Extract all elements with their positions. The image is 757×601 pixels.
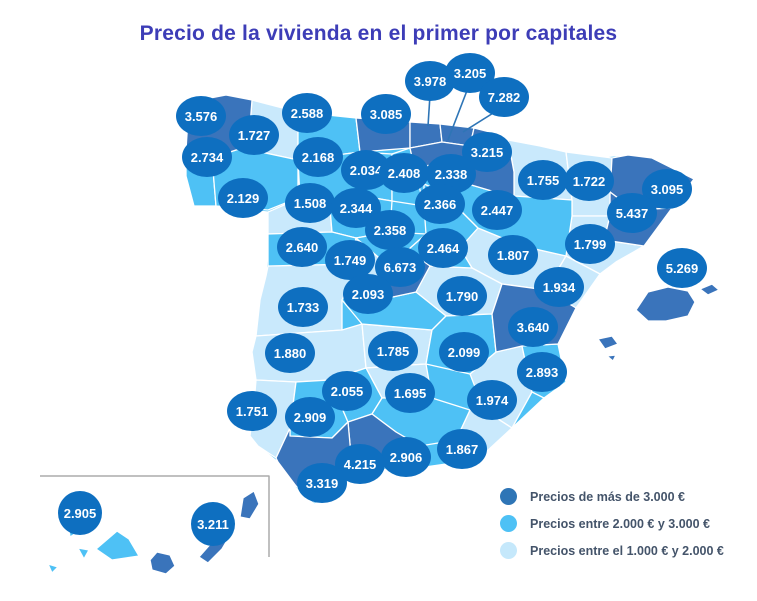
price-badge: 1.722 [564,161,614,201]
price-badge: 1.974 [467,380,517,420]
price-badge: 2.358 [365,210,415,250]
callout-line [447,87,469,141]
price-badge: 2.447 [472,190,522,230]
price-badge: 1.790 [437,276,487,316]
price-badge: 2.464 [418,228,468,268]
price-badge: 2.893 [517,352,567,392]
price-badge: 2.366 [415,184,465,224]
price-badge: 3.085 [361,94,411,134]
legend-item: Precios entre 2.000 € y 3.000 € [500,510,724,537]
price-badge: 1.751 [227,391,277,431]
price-badge: 3.205 [445,53,495,93]
price-badge: 2.734 [182,137,232,177]
price-badge: 1.727 [229,115,279,155]
legend-label: Precios entre el 1.000 € y 2.000 € [530,543,724,558]
price-badge: 2.055 [322,371,372,411]
price-badge: 3.211 [191,502,235,546]
legend-swatch-circle [500,488,517,505]
legend-label: Precios de más de 3.000 € [530,489,685,504]
price-badge: 1.508 [285,183,335,223]
balearic-islands [597,283,720,362]
legend-swatch-circle [500,515,517,532]
price-badge: 2.640 [277,227,327,267]
price-badge: 2.588 [282,93,332,133]
price-badge: 7.282 [479,77,529,117]
price-badge: 2.905 [58,491,102,535]
canary-inset-frame [40,475,270,557]
legend-swatch-circle [500,542,517,559]
price-badge: 5.437 [607,193,657,233]
legend-item: Precios entre el 1.000 € y 2.000 € [500,537,724,564]
price-badge: 2.093 [343,274,393,314]
price-badge: 1.799 [565,224,615,264]
price-badge: 1.733 [278,287,328,327]
price-badge: 2.906 [381,437,431,477]
legend-item: Precios de más de 3.000 € [500,483,724,510]
price-badge: 3.576 [176,96,226,136]
price-badge: 2.099 [439,332,489,372]
price-badge: 3.319 [297,463,347,503]
price-badge: 2.909 [285,397,335,437]
price-badge: 5.269 [657,248,707,288]
price-badge: 2.168 [293,137,343,177]
page-title: Precio de la vivienda en el primer por c… [139,22,618,45]
price-badge: 1.755 [518,160,568,200]
legend: Precios de más de 3.000 € Precios entre 2… [500,483,724,564]
price-badge: 2.344 [331,188,381,228]
price-badge: 1.807 [488,235,538,275]
price-badge: 1.785 [368,331,418,371]
price-badge: 1.695 [385,373,435,413]
price-badge: 2.408 [379,153,429,193]
price-badge: 1.867 [437,429,487,469]
price-badge: 3.640 [508,307,558,347]
price-badge: 2.129 [218,178,268,218]
price-badge: 1.934 [534,267,584,307]
price-badge: 1.749 [325,240,375,280]
legend-label: Precios entre 2.000 € y 3.000 € [530,516,710,531]
price-badge: 1.880 [265,333,315,373]
